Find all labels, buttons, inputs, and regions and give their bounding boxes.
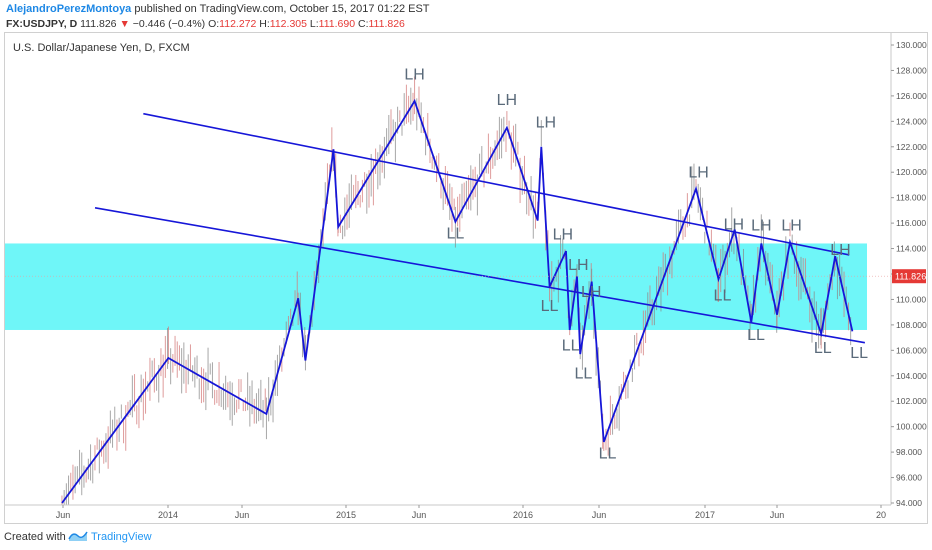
swing-label: LL (599, 445, 617, 462)
symbol-info: FX:USDJPY, D 111.826 ▼ −0.446 (−0.4%) O:… (6, 18, 405, 30)
swing-label: LL (850, 345, 868, 362)
y-tick-label: 116.000 (896, 218, 926, 228)
swing-label: LH (724, 216, 744, 233)
symbol-name: FX:USDJPY, D (6, 18, 78, 30)
chart-title: U.S. Dollar/Japanese Yen, D, FXCM (13, 42, 190, 54)
swing-zigzag-line (61, 98, 854, 504)
support-resistance-zone (5, 243, 867, 330)
trendline (143, 112, 850, 256)
last-price: 111.826 (80, 18, 117, 30)
high-label: H: (259, 18, 270, 30)
swing-label: LH (830, 242, 850, 259)
x-tick-label: 2015 (336, 510, 356, 520)
trendline (94, 207, 866, 344)
x-tick-label: Jun (56, 510, 71, 520)
y-tick-label: 130.000 (896, 40, 927, 50)
author-link[interactable]: AlejandroPerezMontoya (6, 3, 132, 15)
tradingview-link[interactable]: TradingView (91, 531, 152, 543)
low-label: L: (309, 18, 319, 30)
publish-info: AlejandroPerezMontoya published on Tradi… (6, 3, 430, 15)
x-tick-label: Jun (592, 510, 607, 520)
y-tick-label: 96.000 (896, 473, 922, 483)
x-tick-label: Jun (235, 510, 250, 520)
low-value: 111.690 (318, 18, 356, 30)
close-value: 111.826 (368, 18, 405, 30)
x-tick-label: Jun (412, 510, 427, 520)
chart-frame[interactable]: LH LH LH LL LH LL LH LH LL LL LL LH LH LH LH LH LL LL LL LL… (4, 32, 928, 524)
y-tick-label: 94.000 (896, 498, 922, 508)
x-tick-label: 20 (876, 510, 886, 520)
swing-label: LL (747, 327, 765, 344)
y-tick-label: 106.000 (896, 345, 927, 355)
y-tick-label: 126.000 (896, 91, 927, 101)
y-tick-label: 102.000 (896, 396, 927, 406)
x-tick-label: 2017 (695, 510, 715, 520)
swing-label: LH (751, 218, 771, 235)
x-tick-label: 2016 (513, 510, 533, 520)
swing-label: LH (497, 92, 517, 109)
published-text: published on TradingView.com, October 15… (134, 3, 430, 15)
footer: Created with TradingView (0, 526, 932, 550)
current-price-badge (892, 269, 926, 284)
open-label: O: (208, 18, 220, 30)
y-tick-label: 110.000 (896, 294, 926, 304)
swing-label: LH (553, 227, 573, 244)
swing-label: LL (562, 337, 580, 354)
swing-label: LL (814, 340, 832, 357)
open-value: 112.272 (219, 18, 257, 30)
y-tick-label: 118.000 (896, 193, 926, 203)
price-change: −0.446 (−0.4%) (132, 18, 206, 30)
swing-label: LH (404, 66, 424, 83)
current-price-label: 111.826 (895, 272, 926, 282)
y-tick-label: 128.000 (896, 65, 927, 75)
y-tick-label: 120.000 (896, 167, 927, 177)
y-tick-label: 108.000 (896, 320, 927, 330)
swing-label: LH (581, 284, 601, 301)
x-tick-label: 2014 (158, 510, 178, 520)
y-tick-label: 100.000 (896, 422, 927, 432)
swing-label: LL (714, 288, 732, 305)
swing-label: LH (781, 218, 801, 235)
tradingview-logo-icon (68, 531, 88, 541)
y-tick-label: 98.000 (896, 447, 922, 457)
y-tick-label: 104.000 (896, 371, 927, 381)
y-tick-label: 122.000 (896, 142, 927, 152)
y-tick-label: 114.000 (896, 244, 926, 254)
chart-header: AlejandroPerezMontoya published on Tradi… (4, 2, 924, 30)
x-tick-label: Jun (770, 510, 785, 520)
swing-label: LH (688, 164, 708, 181)
swing-label: LL (541, 298, 559, 315)
high-value: 112.305 (269, 18, 307, 30)
price-chart[interactable]: LH LH LH LL LH LL LH LH LL LL LL LH LH LH LH LH LL LL LL LL… (5, 33, 927, 523)
created-with-label: Created with (4, 531, 66, 543)
swing-label: LL (447, 225, 465, 242)
close-label: C: (357, 18, 369, 30)
swing-label: LL (575, 365, 593, 382)
swing-label: LH (536, 115, 556, 132)
y-tick-label: 124.000 (896, 116, 927, 126)
swing-label: LH (568, 257, 588, 274)
change-arrow-icon: ▼ (119, 18, 130, 30)
time-axis-bg (5, 505, 927, 523)
